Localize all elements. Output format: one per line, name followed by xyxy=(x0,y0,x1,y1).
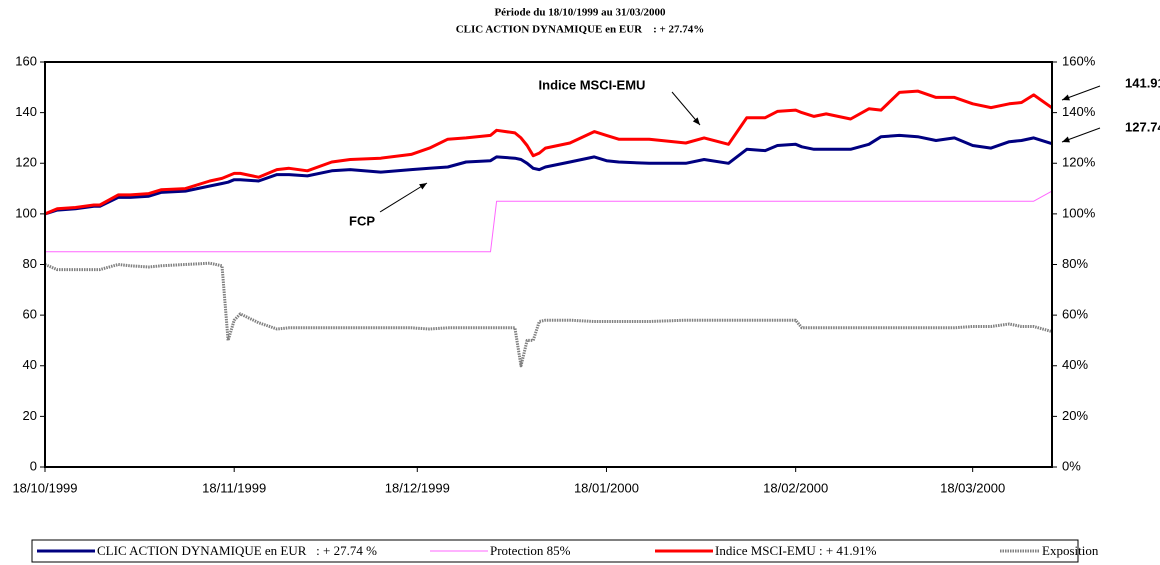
y-tick-label: 160 xyxy=(15,53,37,68)
y2-tick-label: 100% xyxy=(1062,205,1096,220)
series-line xyxy=(44,89,1053,216)
legend-label: Exposition xyxy=(1042,543,1099,558)
arrow-head xyxy=(1062,136,1070,143)
series-line xyxy=(44,261,1053,368)
annotation: FCP xyxy=(349,213,375,228)
y2-tick-label: 120% xyxy=(1062,155,1096,170)
legend-label: Indice MSCI-EMU : + 41.91% xyxy=(715,543,877,558)
x-tick-label: 18/10/1999 xyxy=(12,480,77,495)
plot-border xyxy=(44,61,1053,468)
annotation: 127.74 xyxy=(1125,119,1160,134)
arrow-head xyxy=(419,183,427,190)
y2-tick-label: 80% xyxy=(1062,256,1088,271)
y2-tick-label: 20% xyxy=(1062,408,1088,423)
x-tick-label: 18/03/2000 xyxy=(940,480,1005,495)
x-tick-label: 18/12/1999 xyxy=(385,480,450,495)
series-line xyxy=(44,133,1053,216)
annotation-arrow xyxy=(379,182,428,213)
y-tick-label: 20 xyxy=(23,408,37,423)
y-tick-label: 80 xyxy=(23,256,37,271)
x-tick-label: 18/11/1999 xyxy=(202,480,266,495)
x-tick-label: 18/01/2000 xyxy=(574,480,639,495)
legend-label: CLIC ACTION DYNAMIQUE en EUR : + 27.74 % xyxy=(97,543,377,558)
y-tick-label: 140 xyxy=(15,104,37,119)
y2-tick-label: 0% xyxy=(1062,458,1081,473)
series-line xyxy=(45,190,1053,253)
chart-title: Période du 18/10/1999 au 31/03/2000 xyxy=(494,7,666,19)
x-tick-label: 18/02/2000 xyxy=(763,480,828,495)
y2-tick-label: 160% xyxy=(1062,53,1096,68)
arrow-head xyxy=(692,117,700,125)
arrow-head xyxy=(1062,94,1070,101)
legend-label: Protection 85% xyxy=(490,543,571,558)
y-tick-label: 40 xyxy=(23,357,37,372)
y2-tick-label: 140% xyxy=(1062,104,1096,119)
y-tick-label: 0 xyxy=(30,458,37,473)
y-tick-label: 120 xyxy=(15,155,37,170)
y-tick-label: 100 xyxy=(15,205,37,220)
chart-subtitle: CLIC ACTION DYNAMIQUE en EUR : + 27.74% xyxy=(456,24,705,36)
legend-box xyxy=(31,539,1079,563)
y2-tick-label: 40% xyxy=(1062,357,1088,372)
annotation: 141.91 xyxy=(1125,75,1160,90)
annotation: Indice MSCI-EMU xyxy=(539,77,646,92)
y2-tick-label: 60% xyxy=(1062,307,1088,322)
y-tick-label: 60 xyxy=(23,307,37,322)
